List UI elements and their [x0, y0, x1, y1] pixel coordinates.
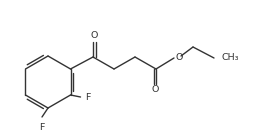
Text: O: O: [151, 85, 158, 95]
Text: CH₃: CH₃: [222, 54, 240, 62]
Text: F: F: [86, 92, 91, 102]
Text: O: O: [176, 52, 183, 62]
Text: O: O: [91, 32, 98, 41]
Text: F: F: [39, 123, 45, 132]
